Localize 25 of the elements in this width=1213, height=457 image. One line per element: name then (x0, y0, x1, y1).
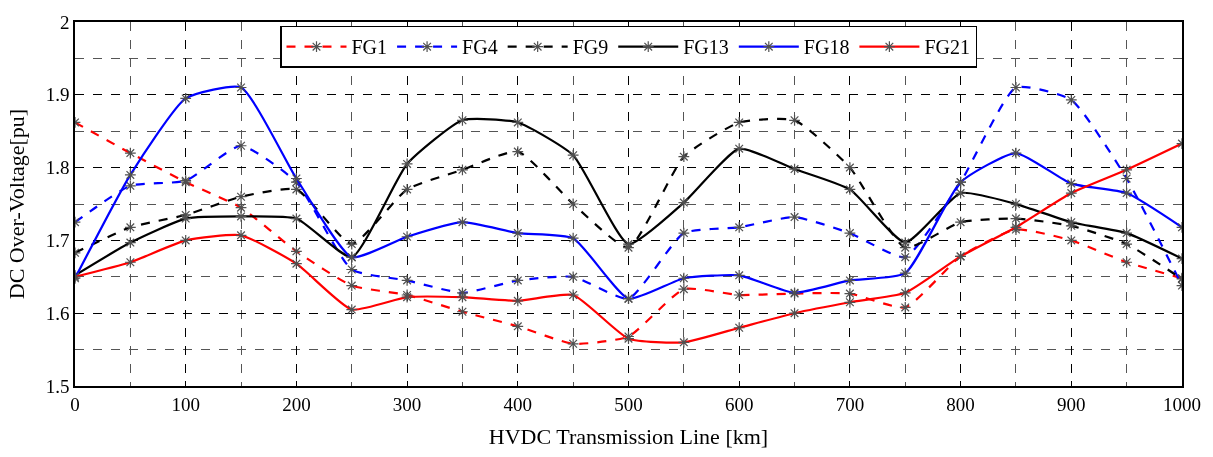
legend-label: FG1 (351, 36, 388, 59)
legend-label: FG18 (803, 36, 850, 59)
x-tick-label: 500 (614, 393, 643, 415)
x-tick-label: 100 (171, 393, 200, 415)
x-tick-label: 700 (835, 393, 865, 415)
y-tick-label: 1.6 (45, 302, 70, 324)
y-tick-label: 1.8 (45, 157, 70, 179)
legend-label: FG4 (462, 36, 498, 59)
x-tick-label: 900 (1057, 393, 1086, 415)
legend-label: FG9 (572, 36, 609, 59)
x-tick-label: 800 (946, 393, 975, 415)
y-tick-label: 1.7 (45, 230, 70, 252)
x-tick-label: 200 (282, 393, 311, 415)
x-axis-title: HVDC Transmission Line [km] (488, 423, 769, 449)
y-axis-title: DC Over-Voltage[pu] (4, 108, 29, 300)
x-tick-label: 400 (503, 393, 533, 415)
x-tick-label: 600 (724, 393, 754, 415)
legend-label: FG21 (924, 36, 970, 59)
x-tick-label: 1000 (1163, 393, 1201, 415)
legend-label: FG13 (683, 36, 729, 59)
y-tick-label: 2 (59, 11, 70, 33)
y-tick-label: 1.5 (45, 375, 70, 397)
x-tick-label: 300 (392, 393, 422, 415)
y-tick-label: 1.9 (45, 84, 70, 106)
x-tick-label: 0 (70, 393, 80, 415)
